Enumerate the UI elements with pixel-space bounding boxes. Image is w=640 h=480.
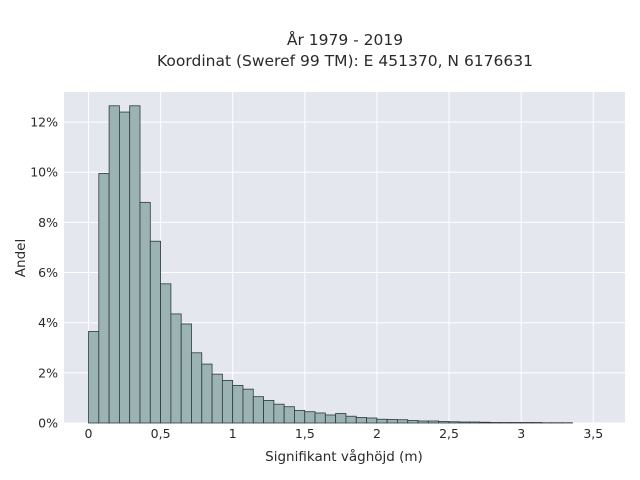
histogram-bar	[438, 421, 450, 424]
x-tick-label: 1	[229, 426, 237, 441]
histogram-bar	[469, 421, 481, 424]
histogram-bar	[355, 417, 367, 424]
x-tick-label: 0	[85, 426, 93, 441]
histogram-bar	[108, 105, 120, 424]
histogram-bar	[530, 422, 542, 424]
y-tick-label: 2%	[38, 365, 58, 380]
histogram-bar	[263, 400, 275, 424]
x-tick-label: 2,5	[439, 426, 459, 441]
histogram-bar	[427, 420, 440, 424]
histogram-bar	[191, 352, 203, 424]
y-axis-title: Andel	[13, 239, 29, 277]
histogram-bar	[345, 415, 357, 424]
histogram-bar	[88, 331, 100, 424]
histogram-bar	[242, 388, 254, 424]
histogram-bar	[417, 420, 429, 424]
histogram-bar	[324, 414, 337, 424]
y-tick-label: 12%	[30, 115, 58, 130]
histogram-bar	[304, 411, 316, 424]
x-tick-label: 0,5	[151, 426, 171, 441]
axis-tick-labels: 0 0,5 1 1,5 2 2,5 3 3,5 0% 2% 4% 6% 8% 10% 12%	[30, 115, 603, 441]
y-tick-label: 6%	[38, 265, 58, 280]
histogram-bar	[119, 111, 131, 424]
histogram-bar	[510, 422, 522, 424]
histogram-bar	[499, 422, 512, 424]
histogram-bar	[489, 422, 501, 424]
histogram-bar	[294, 410, 306, 424]
histogram-bar	[180, 323, 192, 424]
x-tick-label: 1,5	[295, 426, 315, 441]
histogram-bar	[335, 413, 347, 424]
histogram-bar	[479, 421, 491, 424]
histogram-bar	[283, 406, 295, 424]
histogram-bar	[149, 240, 161, 424]
chart-title-line-2: Koordinat (Sweref 99 TM): E 451370, N 61…	[157, 52, 533, 70]
y-tick-label: 10%	[30, 165, 58, 180]
histogram-bar	[458, 421, 470, 424]
histogram-bar	[273, 403, 285, 424]
histogram-bar	[407, 420, 419, 424]
histogram-bar	[211, 373, 223, 424]
y-tick-label: 8%	[38, 215, 58, 230]
histogram-bar	[397, 419, 409, 424]
histogram-bar	[160, 283, 172, 424]
histogram-bar	[314, 412, 326, 424]
x-tick-label: 2	[373, 426, 381, 441]
y-tick-label: 4%	[38, 315, 58, 330]
histogram-bar	[366, 417, 378, 424]
histogram-bar	[170, 313, 182, 424]
chart-title-line-1: År 1979 - 2019	[287, 30, 403, 49]
histogram-bar	[252, 396, 264, 424]
histogram-bar	[139, 201, 151, 424]
histogram-bar	[221, 379, 234, 424]
histogram-bars	[88, 105, 573, 424]
histogram-bar	[376, 418, 388, 424]
histogram-bar	[448, 421, 460, 424]
histogram-bar	[201, 363, 213, 424]
histogram-bar	[232, 384, 244, 424]
histogram-bar	[520, 422, 532, 424]
x-axis-title: Signifikant våghöjd (m)	[265, 448, 423, 465]
histogram-bar	[129, 105, 141, 424]
x-tick-label: 3,5	[583, 426, 603, 441]
histogram-bar	[386, 419, 398, 424]
y-tick-label: 0%	[38, 416, 58, 431]
x-tick-label: 3	[517, 426, 525, 441]
histogram-bar	[98, 173, 110, 424]
